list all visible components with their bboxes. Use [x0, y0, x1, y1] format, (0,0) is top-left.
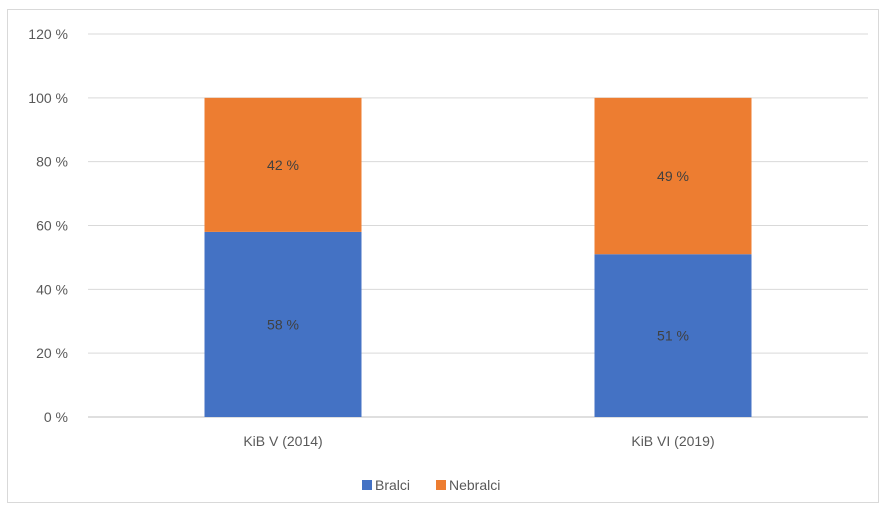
legend-swatch-bralci[interactable]	[362, 480, 372, 490]
legend: Bralci Nebralci	[362, 477, 500, 493]
bar-segment-bralci[interactable]	[204, 231, 362, 417]
bars	[204, 97, 752, 417]
legend-label-bralci[interactable]: Bralci	[375, 477, 410, 493]
bar-segment-nebralci[interactable]	[204, 97, 362, 232]
legend-swatch-nebralci[interactable]	[436, 480, 446, 490]
category-label: KiB V (2014)	[243, 433, 322, 449]
y-tick-label: 100 %	[28, 90, 68, 106]
category-label: KiB VI (2019)	[631, 433, 714, 449]
y-tick-label: 40 %	[36, 281, 68, 297]
y-axis-tick-labels: 0 % 20 % 40 % 60 % 80 % 100 % 120 %	[28, 26, 68, 425]
data-labels: 58 % 42 % 51 % 49 %	[267, 157, 689, 344]
bar-segment-bralci[interactable]	[594, 254, 752, 417]
data-label: 51 %	[657, 328, 689, 344]
y-tick-label: 80 %	[36, 154, 68, 170]
bar-segment-nebralci[interactable]	[594, 97, 752, 255]
y-tick-label: 20 %	[36, 345, 68, 361]
data-label: 49 %	[657, 168, 689, 184]
data-label: 58 %	[267, 316, 299, 332]
legend-label-nebralci[interactable]: Nebralci	[449, 477, 500, 493]
y-tick-label: 120 %	[28, 26, 68, 42]
data-label: 42 %	[267, 157, 299, 173]
y-tick-label: 60 %	[36, 218, 68, 234]
category-labels: KiB V (2014) KiB VI (2019)	[243, 433, 714, 449]
y-tick-label: 0 %	[44, 409, 68, 425]
